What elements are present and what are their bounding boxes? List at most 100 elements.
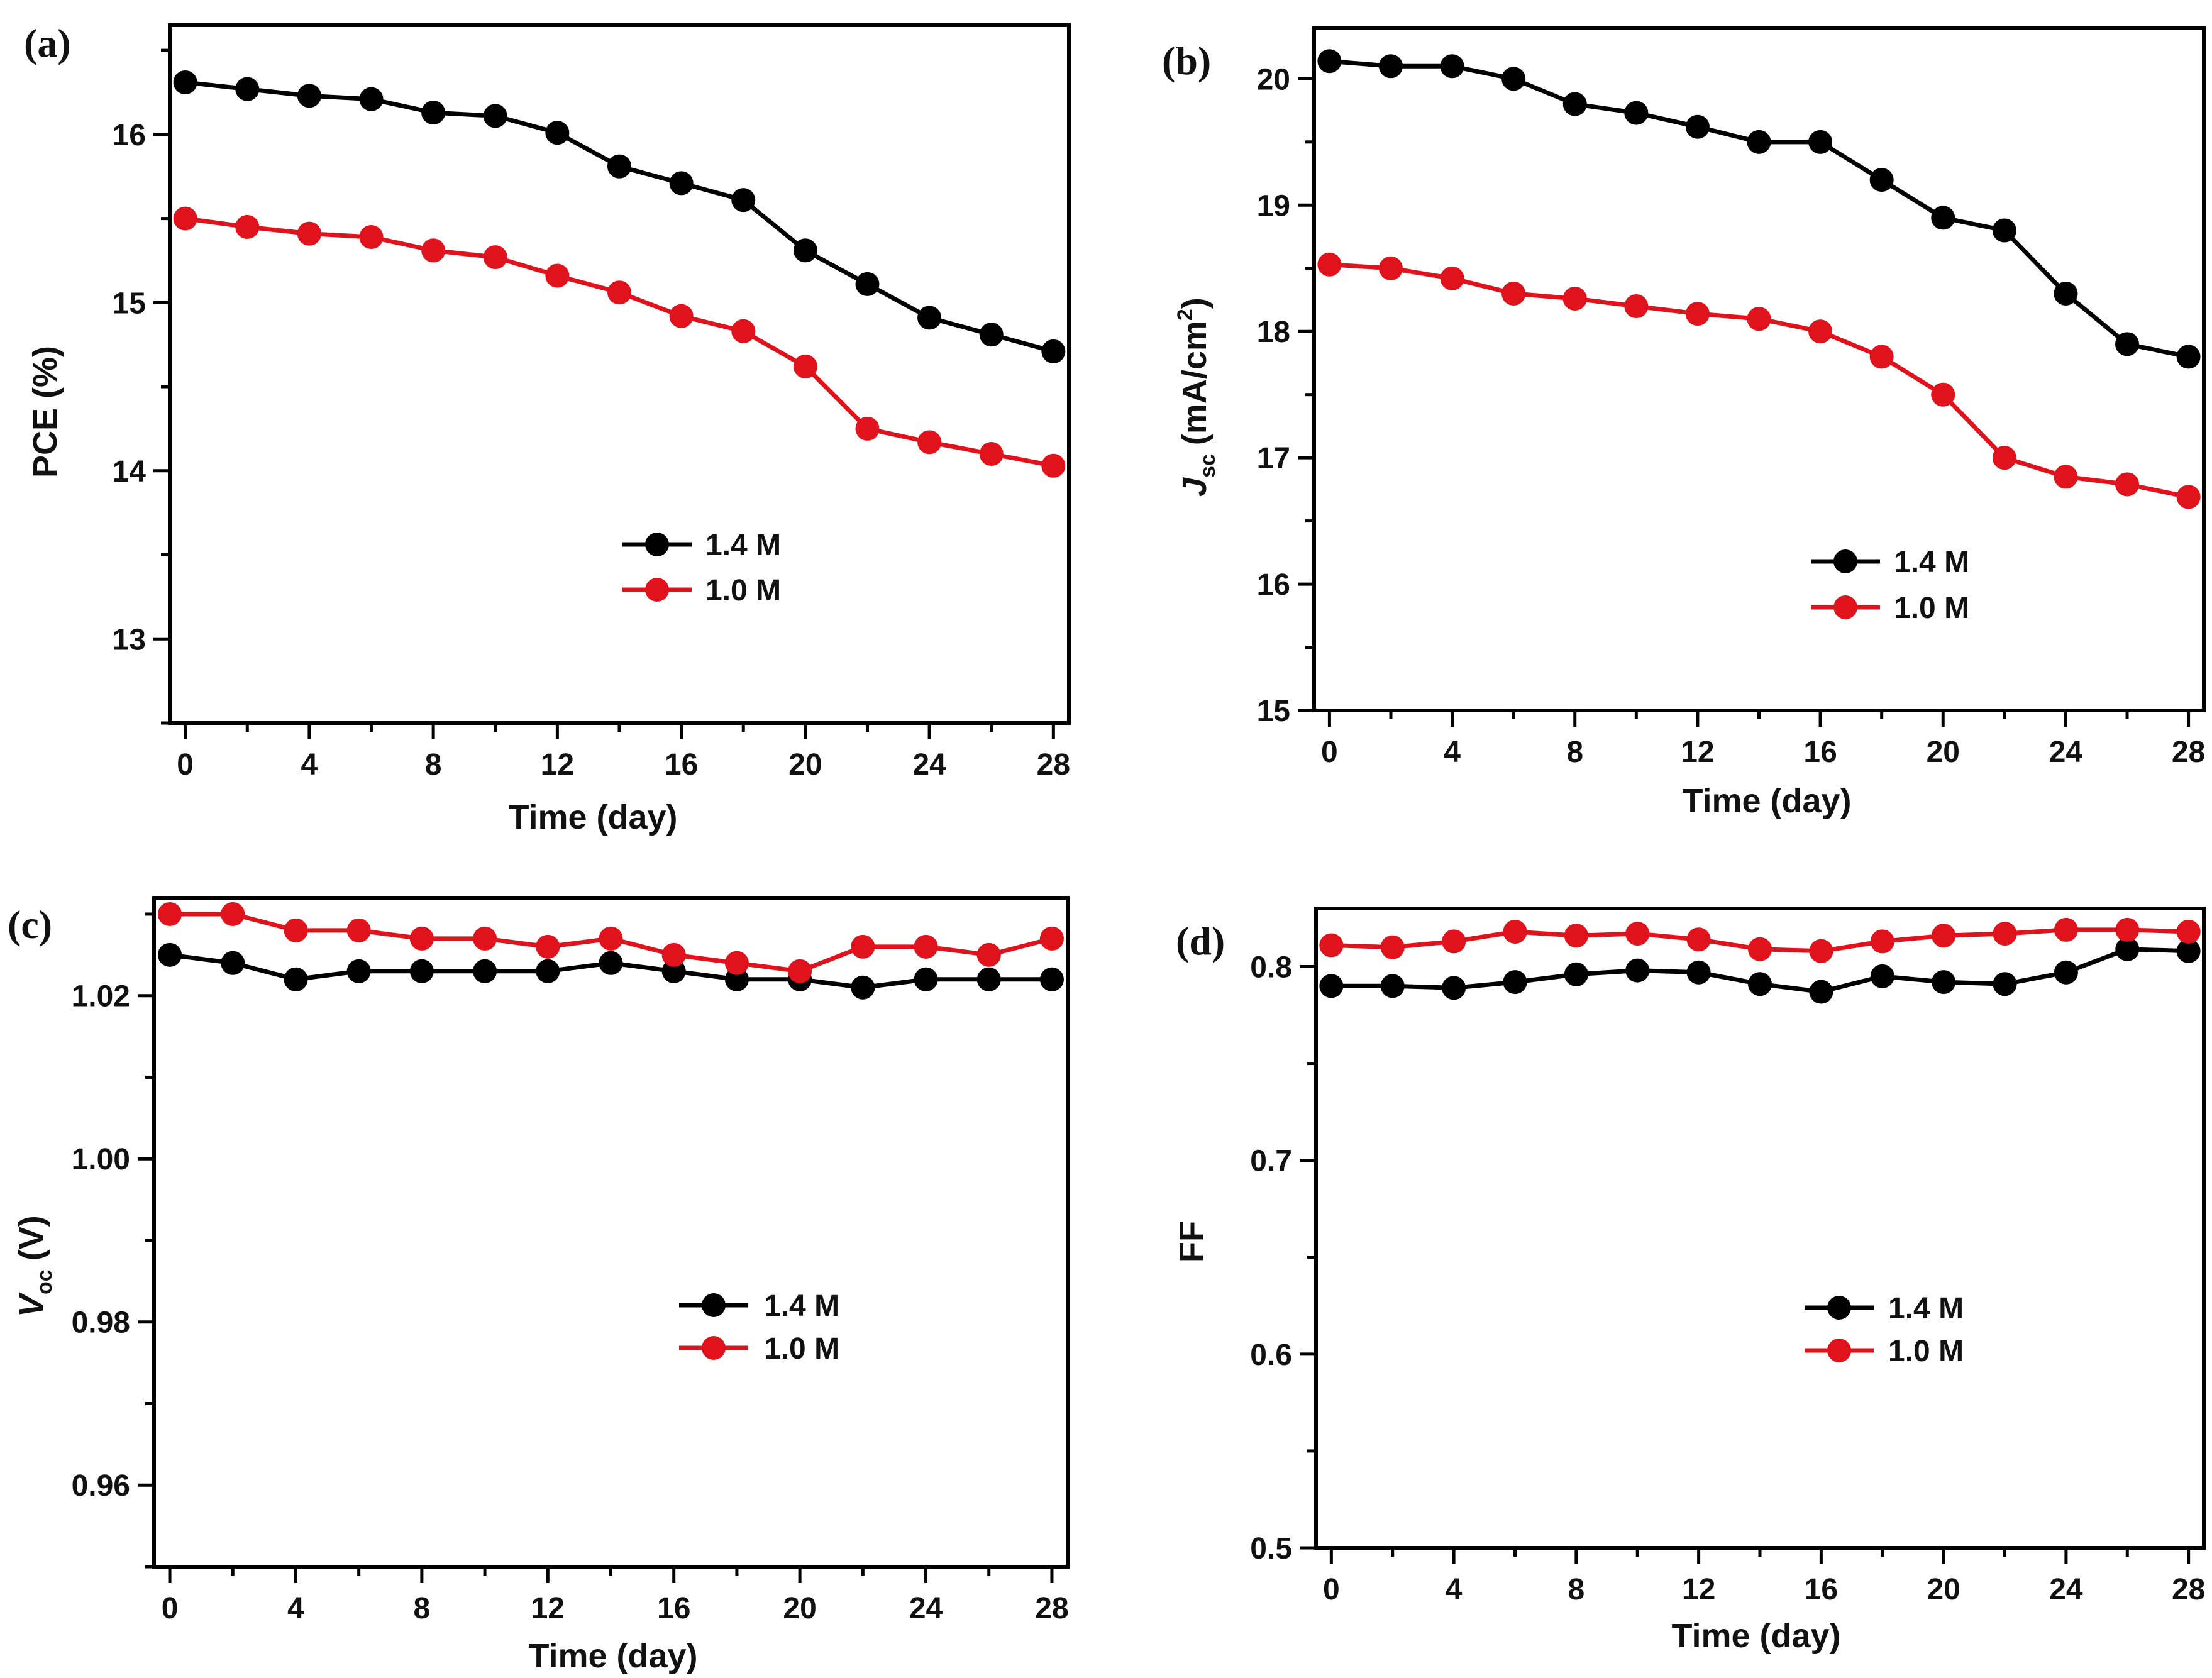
plot-area-d [1314, 907, 2206, 1550]
panel-label-c: (c) [8, 902, 52, 947]
y-tick-label: 19 [1257, 189, 1290, 223]
data-point-1.4M-day24 [2054, 960, 2078, 985]
data-point-1.4M-day20 [1931, 206, 1955, 230]
y-axis-title-close: ) [1176, 297, 1214, 309]
data-point-1.4M-day0 [173, 70, 197, 94]
data-point-1.0M-day6 [1501, 281, 1526, 306]
data-point-1.0M-day28 [2176, 485, 2201, 509]
legend-marker-1.0M [1827, 1339, 1851, 1362]
y-tick-label: 13 [113, 623, 146, 656]
data-point-1.4M-day10 [1624, 101, 1649, 125]
plot-area-c [152, 896, 1070, 1569]
data-point-1.0M-day18 [1869, 345, 1894, 369]
y-tick-label: 1.00 [72, 1143, 130, 1176]
x-tick-label: 16 [657, 1592, 690, 1625]
data-point-1.0M-day16 [669, 304, 694, 328]
data-point-1.0M-day10 [473, 926, 497, 951]
data-point-1.4M-day8 [421, 101, 446, 125]
panel-d: (d) 0 4 8 12 16 20 24 28 0.5 0.6 0.7 0.8… [1173, 907, 2206, 1655]
data-point-1.0M-day22 [855, 416, 880, 441]
data-point-1.4M-day28 [2176, 345, 2201, 369]
y-tick-label: 0.7 [1250, 1145, 1292, 1178]
data-point-1.0M-day22 [851, 934, 875, 959]
x-tick-label: 20 [783, 1592, 816, 1625]
data-point-1.4M-day26 [2115, 332, 2140, 356]
legend-label-1.0M: 1.0 M [1894, 592, 1969, 625]
x-tick-label: 28 [1035, 1592, 1068, 1625]
data-point-1.0M-day0 [1317, 252, 1342, 277]
data-point-1.0M-day28 [1041, 453, 1066, 478]
data-point-1.0M-day2 [221, 902, 245, 926]
x-tick-label: 8 [1568, 1573, 1585, 1606]
data-point-1.4M-day2 [1380, 974, 1405, 998]
panel-label-d: (d) [1176, 919, 1225, 963]
legend-c: 1.4 M 1.0 M [679, 1289, 839, 1366]
x-tick-label: 28 [2172, 736, 2205, 769]
data-point-1.0M-day4 [284, 918, 308, 942]
x-tick-label: 8 [425, 748, 442, 781]
data-point-1.0M-day18 [724, 951, 749, 975]
data-point-1.0M-day16 [661, 942, 686, 967]
data-point-1.0M-day8 [409, 926, 434, 951]
data-point-1.0M-day20 [1931, 382, 1955, 407]
x-tick-label: 4 [1446, 1573, 1463, 1606]
data-point-1.4M-day10 [1625, 958, 1650, 983]
y-axis-title-c: Voc (V) [13, 1215, 57, 1317]
data-point-1.4M-day28 [1041, 339, 1066, 363]
plot-frame [152, 896, 1070, 1569]
data-point-1.0M-day14 [599, 926, 623, 951]
y-axis-title-b: Jsc (mA/cm2) [1173, 297, 1220, 497]
data-point-1.4M-day0 [158, 942, 182, 967]
y-tick-label: 0.6 [1250, 1339, 1292, 1372]
x-axis-title-b: Time (day) [1682, 782, 1851, 820]
legend-label-1.0M: 1.0 M [764, 1332, 839, 1366]
axis-ticks-c [138, 912, 1054, 1583]
data-point-1.4M-day6 [359, 87, 384, 111]
y-tick-label: 17 [1257, 442, 1290, 475]
data-point-1.4M-day0 [1317, 49, 1342, 74]
data-point-1.0M-day16 [1809, 939, 1833, 963]
legend-b: 1.4 M 1.0 M [1811, 546, 1969, 625]
data-point-1.4M-day14 [607, 154, 631, 179]
data-point-1.4M-day6 [1503, 970, 1527, 995]
x-tick-label: 24 [909, 1592, 943, 1625]
series-line-1.0M [185, 216, 1054, 468]
data-point-1.4M-day22 [1992, 218, 2016, 243]
data-point-1.0M-day8 [1562, 286, 1587, 311]
data-point-1.4M-day20 [1932, 970, 1956, 995]
data-point-1.0M-day22 [1992, 446, 2016, 470]
plot-frame [168, 23, 1071, 725]
x-tick-label: 24 [2049, 1573, 2083, 1606]
y-tick-labels-d: 0.5 0.6 0.7 0.8 [1250, 951, 1292, 1565]
x-tick-label: 8 [414, 1592, 431, 1625]
data-point-1.0M-day10 [483, 245, 507, 270]
y-tick-label: 0.96 [72, 1469, 130, 1503]
x-tick-labels-d: 0 4 8 12 16 20 24 28 [1323, 1573, 2205, 1606]
y-axis-title-main: V [13, 1292, 50, 1317]
y-tick-label: 18 [1257, 316, 1290, 349]
panel-label-a: (a) [24, 21, 71, 65]
data-point-1.0M-day24 [2054, 465, 2078, 489]
legend-marker-1.0M [1833, 595, 1857, 619]
data-point-1.0M-day12 [1686, 927, 1711, 952]
x-tick-label: 16 [1805, 1573, 1838, 1606]
y-tick-label: 0.5 [1250, 1532, 1292, 1565]
data-point-1.4M-day24 [914, 967, 938, 991]
data-point-1.0M-day10 [1625, 922, 1650, 946]
x-tick-label: 12 [1682, 1573, 1715, 1606]
data-point-1.0M-day16 [1808, 319, 1833, 344]
x-tick-label: 12 [541, 748, 574, 781]
x-tick-label: 0 [177, 748, 194, 781]
x-tick-label: 4 [301, 748, 318, 781]
data-point-1.0M-day20 [788, 959, 812, 983]
data-point-1.0M-day10 [1624, 294, 1649, 319]
data-point-1.4M-day2 [1378, 54, 1403, 79]
data-point-1.0M-day0 [173, 206, 197, 231]
data-point-1.4M-day16 [669, 171, 694, 196]
legend-label-1.0M: 1.0 M [1888, 1335, 1964, 1368]
data-point-1.0M-day8 [1564, 924, 1588, 948]
axis-ticks-d [1300, 964, 2191, 1564]
panel-c: (c) 0 4 8 12 16 20 24 28 0.96 0.98 1.00 … [8, 896, 1070, 1675]
data-point-1.4M-day26 [979, 323, 1004, 347]
data-point-1.0M-day2 [235, 214, 260, 239]
